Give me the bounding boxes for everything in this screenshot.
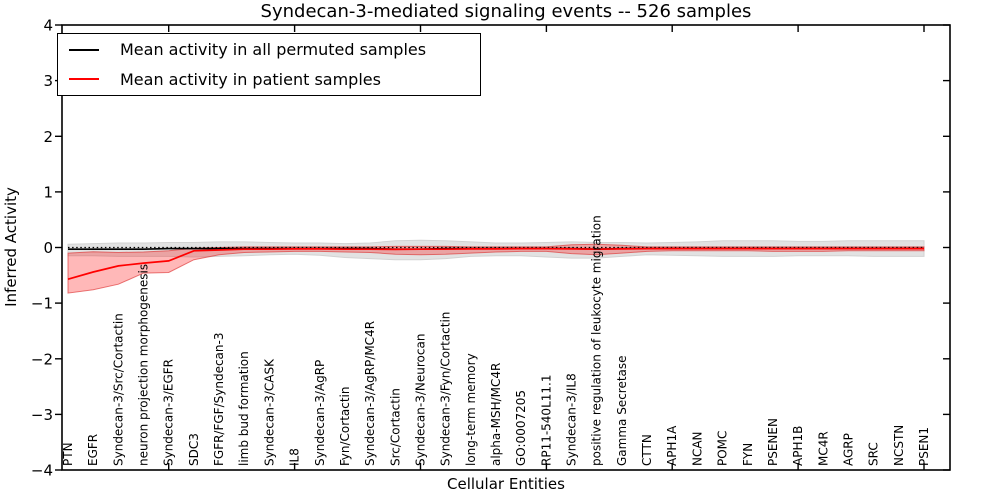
x-tick-label: FGFR/FGF/Syndecan-3 — [212, 333, 226, 466]
y-tick-label: 0 — [43, 239, 53, 257]
x-tick-label: Syndecan-3/AgRP — [313, 360, 327, 466]
x-tick-label: FYN — [741, 443, 755, 466]
y-tick-label: −4 — [31, 462, 53, 480]
x-tick-label: Gamma Secretase — [615, 355, 629, 466]
x-tick-label: positive regulation of leukocyte migrati… — [590, 215, 604, 466]
legend-patient-label: Mean activity in patient samples — [120, 69, 381, 89]
y-tick-label: 2 — [43, 128, 53, 146]
x-tick-label: PSENEN — [766, 418, 780, 466]
x-tick-label: Syndecan-3/CASK — [262, 358, 276, 466]
x-tick-label: Syndecan-3/Neurocan — [414, 334, 428, 466]
x-axis-title: Cellular Entities — [447, 475, 565, 493]
legend: Mean activity in all permuted samples Me… — [57, 33, 481, 96]
x-tick-label: NCAN — [690, 431, 704, 466]
x-tick-label: Src/Cortactin — [388, 388, 402, 466]
patient-mean-line — [67, 247, 924, 281]
y-tick-label: 4 — [43, 17, 53, 35]
x-tick-label: APH1A — [665, 425, 679, 466]
chart-title: Syndecan-3-mediated signaling events -- … — [260, 1, 752, 22]
y-tick-label: −1 — [31, 295, 53, 313]
x-tick-label: GO:0007205 — [514, 390, 528, 466]
x-tick-label: IL8 — [288, 448, 302, 466]
x-tick-label: Syndecan-3/AgRP/MC4R — [363, 321, 377, 466]
y-tick-label: −3 — [31, 406, 53, 424]
x-tick-label: Syndecan-3/IL8 — [565, 373, 579, 466]
x-tick-label: CTTN — [640, 434, 654, 466]
x-tick-label: MC4R — [816, 431, 830, 466]
x-tick-label: Fyn/Cortactin — [338, 386, 352, 466]
x-tick-label: neuron projection morphogenesis — [137, 264, 151, 466]
x-tick-label: PTN — [61, 442, 75, 466]
x-tick-label: EGFR — [86, 434, 100, 466]
x-tick-label: NCSTN — [892, 425, 906, 466]
x-tick-label: SRC — [867, 442, 881, 466]
x-tick-label: alpha-MSH/MC4R — [489, 363, 503, 466]
x-tick-label: Syndecan-3/Src/Cortactin — [111, 313, 125, 466]
y-tick-label: 1 — [43, 183, 53, 201]
legend-permuted-line-swatch — [69, 48, 99, 51]
legend-permuted-label: Mean activity in all permuted samples — [120, 40, 427, 60]
x-tick-label: POMC — [716, 431, 730, 466]
x-tick-label: long-term memory — [464, 353, 478, 466]
x-tick-label: Syndecan-3/Fyn/Cortactin — [439, 312, 453, 466]
x-tick-label: RP11-540L11.1 — [539, 375, 553, 466]
x-tick-label: Syndecan-3/EGFR — [162, 359, 176, 466]
x-tick-label: AGRP — [842, 433, 856, 466]
permuted-band — [67, 239, 925, 261]
legend-row-patient: Mean activity in patient samples — [58, 65, 480, 93]
x-tick-label: APH1B — [791, 426, 805, 466]
legend-patient-line-swatch — [69, 78, 99, 81]
y-tick-label: 3 — [43, 72, 53, 90]
y-axis-title: Inferred Activity — [2, 187, 20, 307]
x-tick-label: PSEN1 — [917, 427, 931, 466]
x-tick-label: SDC3 — [187, 433, 201, 466]
legend-row-permuted: Mean activity in all permuted samples — [58, 36, 480, 64]
x-tick-label: limb bud formation — [237, 351, 251, 466]
y-tick-label: −2 — [31, 350, 53, 368]
